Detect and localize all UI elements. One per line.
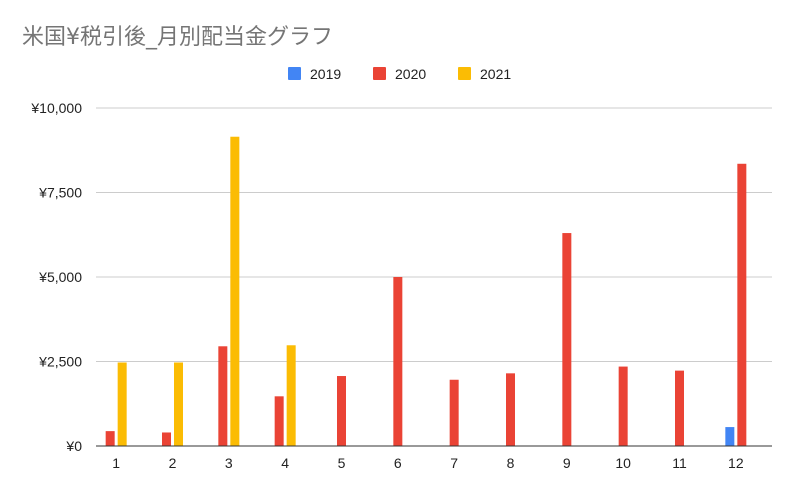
bar-2020-3 xyxy=(218,346,228,446)
legend-label-2019: 2019 xyxy=(310,66,341,82)
bar-2020-8 xyxy=(506,373,515,446)
x-tick-label: 1 xyxy=(112,455,120,471)
y-tick-label: ¥2,500 xyxy=(38,354,82,370)
y-tick-label: ¥5,000 xyxy=(38,269,82,285)
legend-swatch-2021 xyxy=(458,67,471,80)
bar-2019-12 xyxy=(725,427,735,446)
x-tick-label: 7 xyxy=(450,455,458,471)
bar-2021-1 xyxy=(117,362,127,446)
y-axis-ticks: ¥0 ¥2,500 ¥5,000 ¥7,500 ¥10,000 xyxy=(30,100,82,454)
y-tick-label: ¥0 xyxy=(65,438,82,454)
bar-2020-11 xyxy=(675,370,684,446)
legend: 2019 2020 2021 xyxy=(288,66,511,82)
bar-2020-10 xyxy=(618,366,628,446)
y-tick-label: ¥7,500 xyxy=(38,185,82,201)
bar-2020-6 xyxy=(393,277,403,446)
y-tick-label: ¥10,000 xyxy=(30,100,82,116)
bar-2020-2 xyxy=(162,432,171,446)
bar-2020-9 xyxy=(562,233,572,446)
bar-2020-5 xyxy=(337,376,346,446)
legend-label-2021: 2021 xyxy=(480,66,511,82)
bar-2021-3 xyxy=(230,136,240,447)
x-tick-label: 8 xyxy=(507,455,515,471)
legend-label-2020: 2020 xyxy=(395,66,426,82)
x-tick-label: 10 xyxy=(615,455,631,471)
x-tick-label: 2 xyxy=(169,455,177,471)
bar-2021-2 xyxy=(174,362,183,446)
bar-2021-4 xyxy=(286,345,296,446)
x-tick-label: 9 xyxy=(563,455,571,471)
bar-2020-4 xyxy=(274,396,284,446)
x-tick-label: 12 xyxy=(728,455,744,471)
bar-2020-12 xyxy=(737,163,747,446)
x-tick-label: 6 xyxy=(394,455,402,471)
legend-swatch-2020 xyxy=(373,67,386,80)
bar-2020-1 xyxy=(105,431,115,446)
x-axis-ticks: 1 2 3 4 5 6 7 8 9 10 11 12 xyxy=(112,455,744,471)
x-tick-label: 5 xyxy=(338,455,346,471)
bar-2020-7 xyxy=(449,379,459,446)
gridlines xyxy=(96,107,772,362)
x-tick-label: 3 xyxy=(225,455,233,471)
chart-title: 米国¥税引後_月別配当金グラフ xyxy=(22,25,333,50)
bars xyxy=(105,136,747,447)
legend-swatch-2019 xyxy=(288,67,301,80)
x-tick-label: 4 xyxy=(281,455,289,471)
x-tick-label: 11 xyxy=(672,455,687,471)
